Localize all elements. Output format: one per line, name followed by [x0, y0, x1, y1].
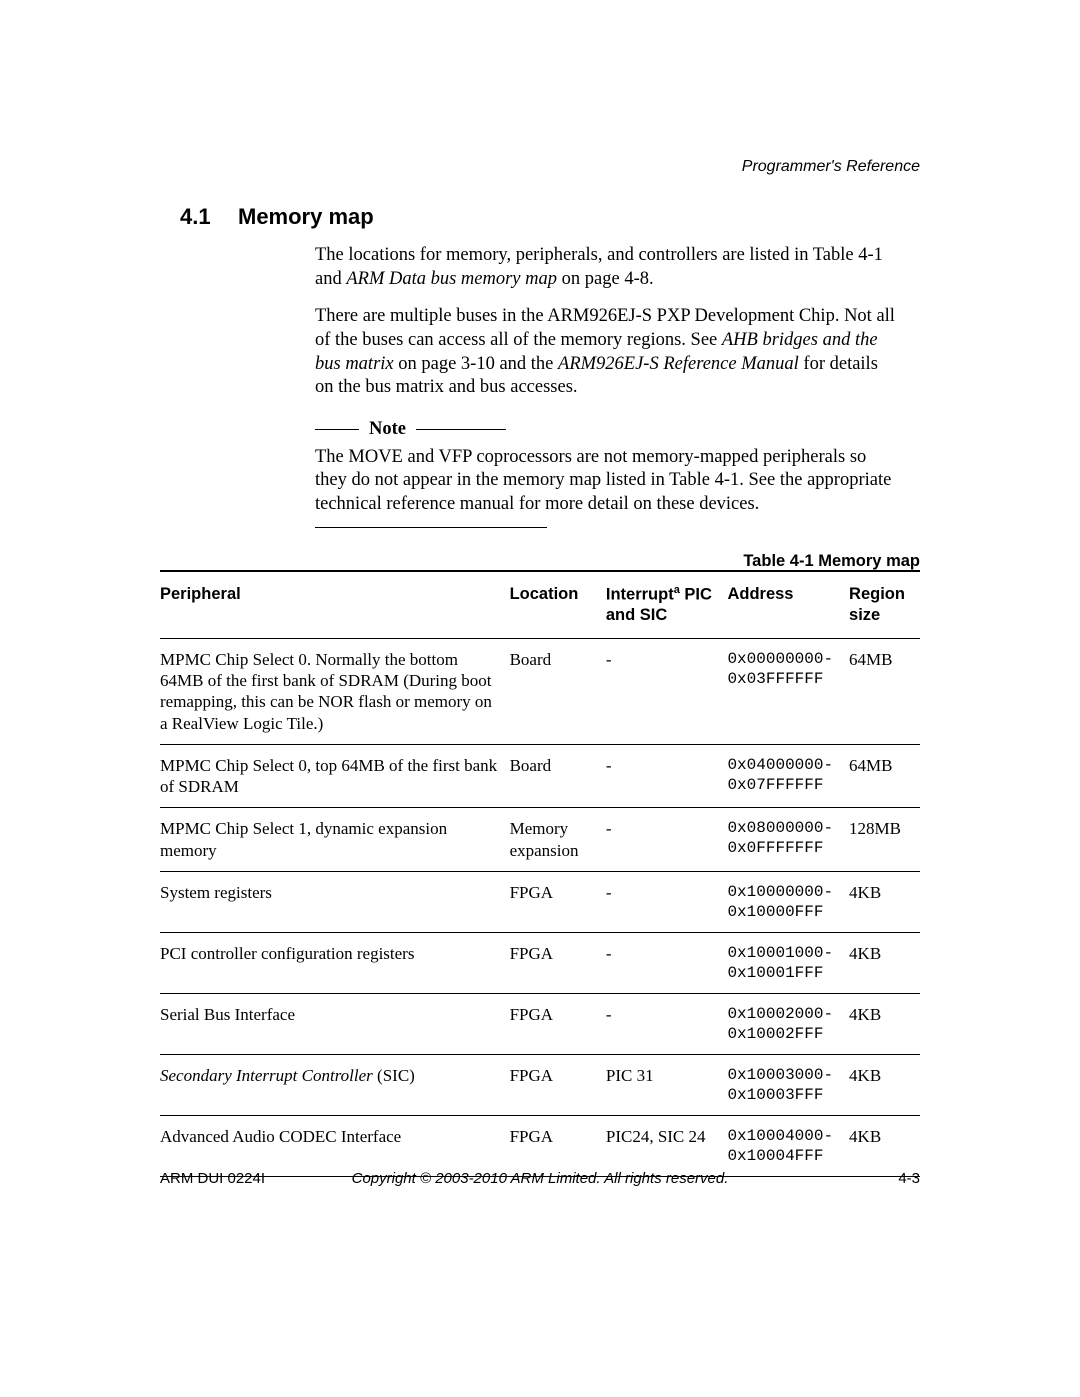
- cell-size: 4KB: [849, 932, 920, 993]
- section-heading: 4.1Memory map: [180, 204, 374, 230]
- cell-interrupt: -: [606, 932, 728, 993]
- cell-location: FPGA: [510, 871, 606, 932]
- cell-address: 0x00000000- 0x03FFFFFF: [727, 638, 849, 744]
- footer-copyright: Copyright © 2003-2010 ARM Limited. All r…: [160, 1170, 920, 1187]
- cell-peripheral: Secondary Interrupt Controller (SIC): [160, 1054, 510, 1115]
- cell-peripheral: Serial Bus Interface: [160, 993, 510, 1054]
- section-title: Memory map: [238, 204, 374, 229]
- cell-location: Board: [510, 744, 606, 808]
- cell-interrupt: -: [606, 808, 728, 872]
- cell-address: 0x10002000- 0x10002FFF: [727, 993, 849, 1054]
- table-row: System registers FPGA - 0x10000000- 0x10…: [160, 871, 920, 932]
- cell-interrupt: -: [606, 638, 728, 744]
- table-row: Advanced Audio CODEC Interface FPGA PIC2…: [160, 1115, 920, 1176]
- th-region-size: Region size: [849, 571, 920, 638]
- cell-peripheral: PCI controller configuration registers: [160, 932, 510, 993]
- th-location: Location: [510, 571, 606, 638]
- note-header: Note: [315, 418, 895, 442]
- cell-address: 0x10003000- 0x10003FFF: [727, 1054, 849, 1115]
- cell-peripheral: MPMC Chip Select 0, top 64MB of the firs…: [160, 744, 510, 808]
- th-peripheral: Peripheral: [160, 571, 510, 638]
- cell-size: 4KB: [849, 1054, 920, 1115]
- cell-peripheral: Advanced Audio CODEC Interface: [160, 1115, 510, 1176]
- table-caption: Table 4-1 Memory map: [743, 552, 920, 571]
- th-address: Address: [727, 571, 849, 638]
- note-rule-right: [416, 429, 506, 430]
- memory-map-table-wrap: Peripheral Location Interrupta PIC and S…: [160, 570, 920, 1177]
- cell-peripheral: MPMC Chip Select 0. Normally the bottom …: [160, 638, 510, 744]
- table-row: MPMC Chip Select 1, dynamic expansion me…: [160, 808, 920, 872]
- note-label: Note: [369, 418, 406, 442]
- cell-address: 0x08000000- 0x0FFFFFFF: [727, 808, 849, 872]
- table-row: PCI controller configuration registers F…: [160, 932, 920, 993]
- cell-size: 4KB: [849, 871, 920, 932]
- paragraph-2: There are multiple buses in the ARM926EJ…: [315, 305, 895, 400]
- cell-location: FPGA: [510, 1054, 606, 1115]
- cell-interrupt: PIC 31: [606, 1054, 728, 1115]
- cell-address: 0x10004000- 0x10004FFF: [727, 1115, 849, 1176]
- table-header-row: Peripheral Location Interrupta PIC and S…: [160, 571, 920, 638]
- paragraph-1: The locations for memory, peripherals, a…: [315, 244, 895, 291]
- th-interrupt: Interrupta PIC and SIC: [606, 571, 728, 638]
- cell-location: Board: [510, 638, 606, 744]
- cell-interrupt: -: [606, 744, 728, 808]
- note-rule-left: [315, 429, 359, 430]
- cell-location: FPGA: [510, 1115, 606, 1176]
- table-row: Secondary Interrupt Controller (SIC) FPG…: [160, 1054, 920, 1115]
- cell-size: 64MB: [849, 744, 920, 808]
- running-header: Programmer's Reference: [742, 158, 920, 176]
- cell-size: 128MB: [849, 808, 920, 872]
- table-body: MPMC Chip Select 0. Normally the bottom …: [160, 638, 920, 1176]
- table-row: Serial Bus Interface FPGA - 0x10002000- …: [160, 993, 920, 1054]
- cell-peripheral: System registers: [160, 871, 510, 932]
- cell-address: 0x10000000- 0x10000FFF: [727, 871, 849, 932]
- cell-interrupt: -: [606, 871, 728, 932]
- cell-location: FPGA: [510, 932, 606, 993]
- cell-interrupt: PIC24, SIC 24: [606, 1115, 728, 1176]
- cell-interrupt: -: [606, 993, 728, 1054]
- footer-page-number: 4-3: [898, 1170, 920, 1187]
- table-row: MPMC Chip Select 0, top 64MB of the firs…: [160, 744, 920, 808]
- table-row: MPMC Chip Select 0. Normally the bottom …: [160, 638, 920, 744]
- cell-address: 0x10001000- 0x10001FFF: [727, 932, 849, 993]
- body-text: The locations for memory, peripherals, a…: [315, 244, 895, 528]
- note-end-rule: [315, 527, 547, 528]
- cell-peripheral: MPMC Chip Select 1, dynamic expansion me…: [160, 808, 510, 872]
- cell-address: 0x04000000- 0x07FFFFFF: [727, 744, 849, 808]
- cell-size: 4KB: [849, 1115, 920, 1176]
- note-block: Note The MOVE and VFP coprocessors are n…: [315, 418, 895, 528]
- cell-size: 4KB: [849, 993, 920, 1054]
- section-number: 4.1: [180, 204, 238, 230]
- memory-map-table: Peripheral Location Interrupta PIC and S…: [160, 570, 920, 1177]
- cell-location: FPGA: [510, 993, 606, 1054]
- cell-location: Memory expansion: [510, 808, 606, 872]
- cell-size: 64MB: [849, 638, 920, 744]
- note-text: The MOVE and VFP coprocessors are not me…: [315, 446, 895, 517]
